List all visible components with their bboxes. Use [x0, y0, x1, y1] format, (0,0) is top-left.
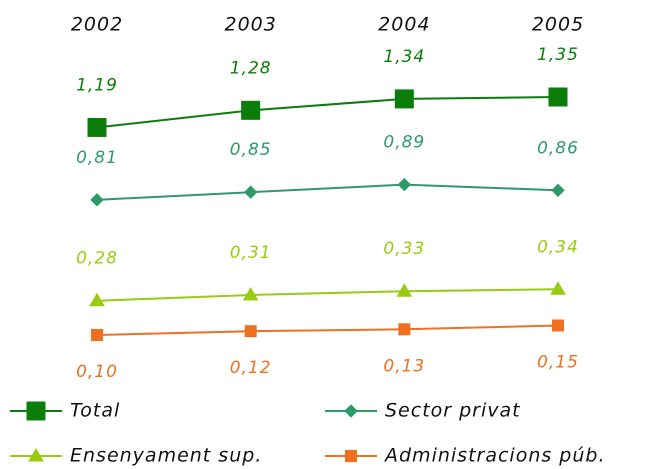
- marker: [91, 329, 103, 341]
- data-label: 0,33: [383, 239, 425, 259]
- series: 0,81 0,85 0,89 0,86: [76, 133, 579, 207]
- x-tick-label: 2005: [532, 14, 584, 36]
- marker: [28, 448, 44, 462]
- data-label: 1,35: [537, 45, 579, 65]
- marker: [397, 177, 412, 192]
- marker: [548, 87, 568, 107]
- data-label: 0,12: [230, 358, 272, 378]
- marker: [551, 183, 565, 198]
- x-tick-label: 2003: [224, 14, 276, 36]
- x-tick-label: 2004: [378, 14, 430, 36]
- marker: [243, 185, 258, 199]
- marker: [394, 89, 414, 109]
- marker: [87, 117, 107, 137]
- marker: [26, 401, 46, 421]
- marker: [241, 100, 261, 120]
- marker: [396, 283, 413, 297]
- marker: [244, 325, 257, 338]
- marker: [90, 193, 104, 207]
- marker: [398, 323, 411, 336]
- data-label: 0,81: [76, 148, 118, 168]
- legend-label: Sector privat: [385, 400, 521, 422]
- data-label: 0,28: [76, 249, 118, 269]
- series-line: [96, 324, 559, 336]
- data-label: 1,34: [383, 47, 425, 67]
- series-line: [96, 96, 559, 129]
- data-label: 1,19: [76, 75, 118, 95]
- marker: [344, 404, 358, 418]
- data-label: 0,10: [76, 362, 118, 382]
- x-tick-label: 2002: [71, 14, 123, 36]
- series: 0,28 0,31 0,33 0,34: [76, 237, 579, 307]
- marker: [550, 281, 566, 295]
- data-label: 0,86: [537, 138, 579, 158]
- data-label: 0,85: [230, 140, 272, 160]
- legend-label: Ensenyament sup.: [70, 445, 262, 467]
- legend-label: Administracions púb.: [383, 445, 606, 467]
- data-label: 0,89: [383, 133, 425, 153]
- data-label: 1,28: [230, 58, 272, 78]
- data-label: 0,15: [537, 352, 579, 372]
- data-label: 0,34: [537, 237, 579, 257]
- marker: [89, 292, 105, 307]
- marker: [242, 287, 259, 301]
- data-label: 0,13: [383, 356, 425, 376]
- data-label: 0,31: [230, 243, 272, 263]
- legend-label: Total: [70, 400, 120, 422]
- series: 1,19 1,28 1,34 1,35: [76, 45, 579, 137]
- series-line: [96, 288, 559, 302]
- series: 0,10 0,12 0,13 0,15: [76, 319, 579, 382]
- series-line: [96, 183, 559, 201]
- marker: [552, 319, 564, 332]
- marker: [345, 450, 357, 462]
